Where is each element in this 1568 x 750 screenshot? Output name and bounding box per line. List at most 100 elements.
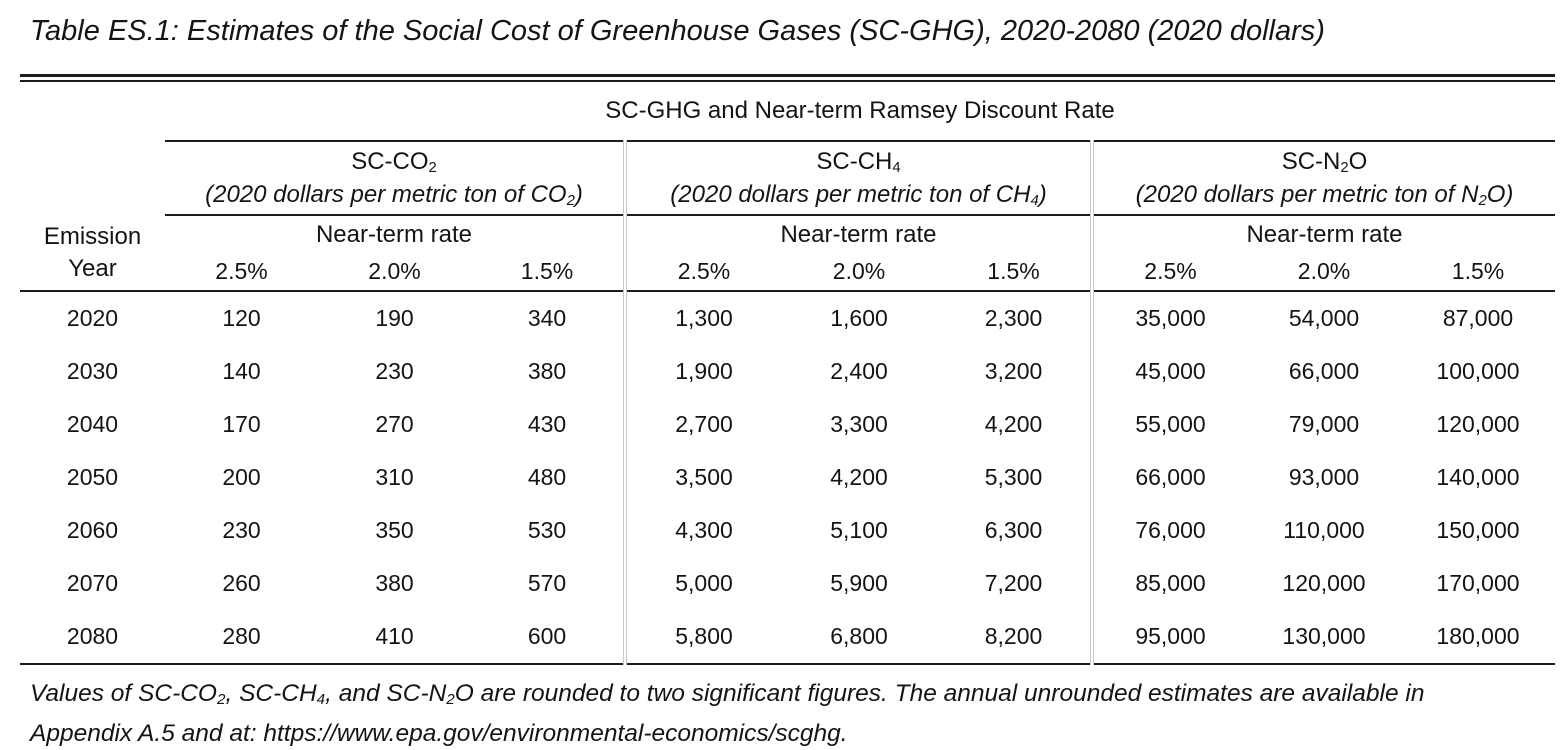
rate-header-cell: 1.5% (471, 253, 625, 292)
scghg-table: SC-GHG and Near-term Ramsey Discount Rat… (20, 82, 1555, 665)
table-row: 2020 120 190 340 1,300 1,600 2,300 35,00… (20, 291, 1555, 345)
rate-header-cell: 1.5% (937, 253, 1092, 292)
value-cell: 4,200 (830, 464, 888, 490)
value-cell: 570 (527, 570, 567, 596)
rate-label-sc-ch4: Near-term rate (623, 215, 1092, 253)
value-cell: 100,000 (1436, 358, 1520, 384)
value-cell: 180,000 (1401, 610, 1555, 665)
empty-cell (20, 141, 165, 215)
year-cell: 2020 (66, 305, 119, 331)
value-cell: 6,800 (781, 610, 937, 665)
rate-header-cell: 2.5% (623, 253, 781, 292)
value-cell: 3,200 (984, 358, 1043, 384)
value-cell: 87,000 (1442, 305, 1514, 331)
spanning-header-row: SC-GHG and Near-term Ramsey Discount Rat… (20, 82, 1555, 142)
table-spanning-header: SC-GHG and Near-term Ramsey Discount Rat… (165, 82, 1555, 142)
value-cell: 4,300 (623, 504, 781, 557)
value-cell: 1,300 (623, 291, 781, 345)
group-name-sc-co2: SC-CO2 (351, 148, 437, 177)
value-cell: 340 (527, 305, 567, 331)
footnote: Values of SC-CO2, SC-CH4, and SC-N2O are… (30, 674, 1550, 750)
year-cell: 2080 (20, 610, 165, 665)
rate-header-cell: 2.0% (781, 253, 937, 292)
value-cell: 230 (222, 517, 261, 543)
value-cell: 600 (471, 610, 625, 665)
value-cell: 480 (527, 464, 567, 490)
value-cell: 5,900 (830, 570, 888, 596)
value-cell: 54,000 (1288, 305, 1360, 331)
table-row: 2080 280 410 600 5,800 6,800 8,200 95,00… (20, 610, 1555, 665)
emission-label: Emission (43, 222, 142, 250)
value-cell: 130,000 (1247, 610, 1401, 665)
rate-header-cell: 2.5% (1090, 253, 1247, 292)
value-cell: 2,400 (830, 358, 888, 384)
value-cell: 79,000 (1288, 411, 1360, 437)
value-cell: 5,000 (623, 557, 781, 610)
value-cell: 230 (375, 358, 414, 384)
group-name-sc-ch4: SC-CH4 (816, 148, 901, 177)
group-subtitle-sc-n2o: (2020 dollars per metric ton of N2O) (1135, 181, 1514, 210)
value-cell: 430 (527, 411, 567, 437)
value-cell: 95,000 (1090, 610, 1247, 665)
value-cell: 2,700 (623, 398, 781, 451)
value-cell: 310 (375, 464, 414, 490)
value-cell: 530 (527, 517, 567, 543)
value-cell: 140 (222, 358, 261, 384)
value-cell: 380 (375, 570, 414, 596)
emission-year-header: Emission Year (20, 215, 165, 292)
group-header-sc-co2: SC-CO2 (2020 dollars per metric ton of C… (165, 141, 625, 216)
value-cell: 4,200 (984, 411, 1043, 437)
table-body: 2020 120 190 340 1,300 1,600 2,300 35,00… (20, 291, 1555, 665)
value-cell: 7,200 (984, 570, 1043, 596)
year-cell: 2030 (66, 358, 119, 384)
rate-label-sc-co2: Near-term rate (315, 220, 473, 248)
table-row: 2050 200 310 480 3,500 4,200 5,300 66,00… (20, 451, 1555, 504)
value-cell: 150,000 (1436, 517, 1520, 543)
rate-header-cell: 2.0% (1247, 253, 1401, 292)
value-cell: 85,000 (1090, 557, 1247, 610)
year-label: Year (68, 254, 117, 282)
rate-header-cell: 2.5% (165, 253, 318, 292)
year-cell: 2060 (66, 517, 119, 543)
value-cell: 170 (222, 411, 261, 437)
value-cell: 350 (375, 517, 414, 543)
value-cell: 93,000 (1288, 464, 1360, 490)
value-cell: 140,000 (1436, 464, 1520, 490)
value-cell: 5,800 (623, 610, 781, 665)
value-cell: 170,000 (1436, 570, 1520, 596)
value-cell: 55,000 (1090, 398, 1247, 451)
value-cell: 380 (527, 358, 567, 384)
value-cell: 76,000 (1090, 504, 1247, 557)
value-cell: 3,300 (830, 411, 888, 437)
value-cell: 120,000 (1282, 570, 1366, 596)
rate-header-cell: 2.0% (318, 253, 471, 292)
value-cell: 120,000 (1436, 411, 1520, 437)
table-row: 2060 230 350 530 4,300 5,100 6,300 76,00… (20, 504, 1555, 557)
table-row: 2040 170 270 430 2,700 3,300 4,200 55,00… (20, 398, 1555, 451)
year-cell: 2040 (66, 411, 119, 437)
value-cell: 6,300 (984, 517, 1043, 543)
value-cell: 410 (318, 610, 471, 665)
footnote-line-2: Appendix A.5 and at: https://www.epa.gov… (30, 720, 848, 747)
value-cell: 200 (222, 464, 261, 490)
group-header-row: SC-CO2 (2020 dollars per metric ton of C… (20, 141, 1555, 216)
rates-row: 2.5% 2.0% 1.5% 2.5% 2.0% 1.5% 2.5% 2.0% … (20, 253, 1555, 292)
group-header-sc-n2o: SC-N2O (2020 dollars per metric ton of N… (1090, 141, 1555, 216)
footnote-line-1: Values of SC-CO2, SC-CH4, and SC-N2O are… (30, 680, 1425, 709)
value-cell: 260 (222, 570, 261, 596)
value-cell: 1,600 (830, 305, 888, 331)
group-name-sc-n2o: SC-N2O (1281, 148, 1368, 177)
value-cell: 8,200 (937, 610, 1092, 665)
rate-header-cell: 1.5% (1401, 253, 1555, 292)
group-subtitle-sc-ch4: (2020 dollars per metric ton of CH4) (670, 181, 1047, 210)
rate-label-sc-n2o: Near-term rate (1090, 215, 1555, 253)
value-cell: 66,000 (1288, 358, 1360, 384)
group-subtitle-sc-co2: (2020 dollars per metric ton of CO2) (205, 181, 583, 210)
corner-empty-cell (20, 82, 165, 141)
document-page: Table ES.1: Estimates of the Social Cost… (0, 15, 1568, 750)
group-header-sc-ch4: SC-CH4 (2020 dollars per metric ton of C… (623, 141, 1092, 216)
page-title: Table ES.1: Estimates of the Social Cost… (30, 15, 1325, 47)
value-cell: 66,000 (1090, 451, 1247, 504)
value-cell: 190 (375, 305, 414, 331)
value-cell: 120 (222, 305, 261, 331)
